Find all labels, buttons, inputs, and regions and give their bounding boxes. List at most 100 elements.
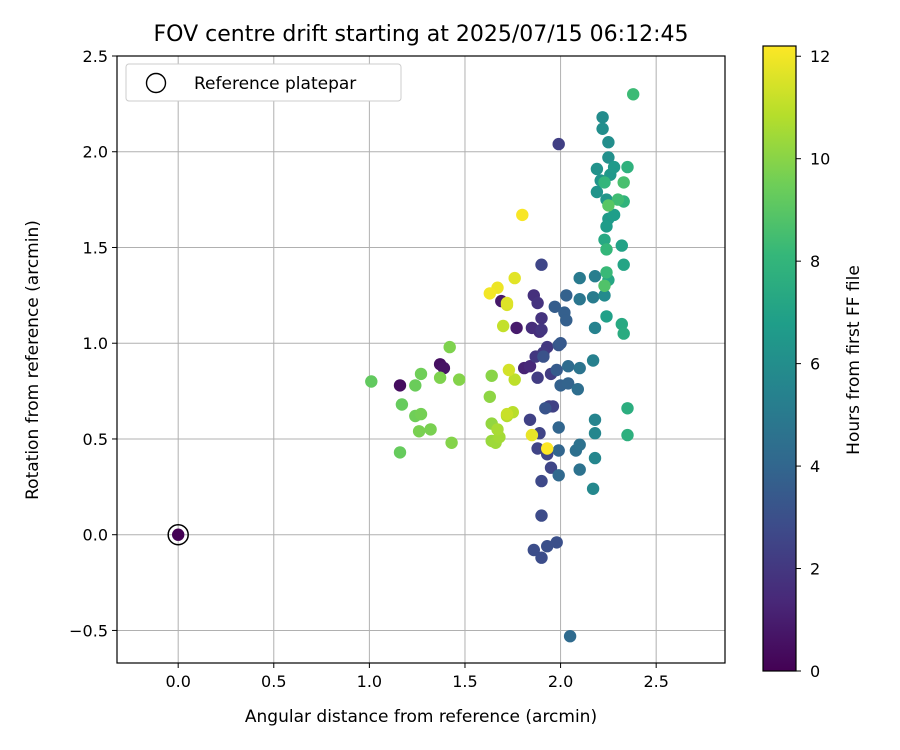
data-point [523,413,537,426]
x-tick-label: 0.5 [261,672,286,691]
data-point [483,287,496,300]
colorbar-tick-label: 0 [810,662,820,681]
data-point [562,377,575,390]
data-point [586,291,600,304]
data-point [424,423,437,436]
data-point [571,383,584,396]
data-point [602,199,615,212]
colorbar-tick-label: 10 [810,150,830,169]
data-point [615,317,628,331]
data-point [621,402,634,415]
data-point [627,88,640,101]
data-point [586,482,600,495]
data-point [598,279,611,292]
y-axis-label: Rotation from reference (arcmin) [23,220,43,500]
reference-ring [167,523,189,546]
data-point [537,350,550,363]
data-point [552,421,565,434]
reference-point [171,528,185,541]
data-point [598,233,611,246]
data-point [562,360,575,373]
data-point [617,258,630,271]
data-point [535,474,548,488]
data-point [588,321,602,335]
data-point [590,185,604,199]
data-point [550,536,563,549]
data-point [395,398,409,411]
data-point [502,363,516,377]
data-point [588,270,602,283]
chart-title: FOV centre drift starting at 2025/07/15 … [154,22,689,47]
data-point [573,293,586,306]
grid-lines [117,55,725,663]
x-tick-label: 0.0 [165,672,190,691]
data-point [535,509,548,522]
data-points [365,88,640,643]
data-point [409,379,422,392]
data-point [560,289,573,302]
data-point [531,296,544,310]
data-point [453,373,466,386]
colorbar-tick-label: 6 [810,355,820,374]
data-point [573,438,586,451]
data-point [508,373,521,386]
data-point [508,271,521,285]
data-point [531,371,544,384]
data-point [596,111,609,124]
data-point [554,337,567,350]
data-point [552,137,565,151]
data-point [548,300,561,313]
x-axis-ticks: 0.0 0.5 1.0 1.5 2.0 2.5 [165,663,669,691]
data-point [535,258,548,271]
y-tick-label: −0.5 [69,621,108,640]
plot-frame [116,55,726,664]
data-point [552,469,565,482]
data-point [414,367,428,381]
data-point [541,540,554,553]
data-point [365,375,378,388]
data-point [621,160,634,174]
data-point [607,160,621,174]
y-tick-label: 0.0 [83,526,108,545]
data-point [600,266,613,279]
y-tick-label: 2.0 [83,143,108,162]
x-tick-label: 1.5 [452,672,477,691]
colorbar-gradient [762,45,797,672]
legend-marker-icon [145,72,167,94]
y-axis-ticks: −0.5 0.0 0.5 1.0 1.5 2.0 2.5 [69,47,117,640]
y-tick-label: 1.0 [83,334,108,353]
data-point [485,369,498,382]
data-point [491,423,504,436]
data-point [563,630,577,643]
x-tick-label: 1.0 [357,672,382,691]
data-point [621,428,634,442]
data-point [535,323,548,336]
data-point [600,310,613,323]
colorbar-tick-label: 4 [810,457,820,476]
y-tick-label: 2.5 [83,47,108,66]
data-point [535,312,548,325]
data-point [541,442,554,455]
data-point [588,413,602,426]
data-point [602,151,615,164]
data-point [497,319,510,333]
data-point [445,436,458,449]
legend-label: Reference platepar [194,74,356,94]
data-point [393,379,407,392]
data-point [617,176,630,189]
reference-marker [167,523,189,546]
y-tick-label: 1.5 [83,238,108,257]
y-tick-label: 0.5 [83,430,108,449]
data-point [531,442,544,455]
data-point [586,354,600,367]
data-point [393,446,407,459]
data-point [525,428,539,442]
data-point [443,340,456,354]
data-point [527,543,540,557]
data-point [412,425,426,438]
data-point [590,162,604,176]
legend: Reference platepar [125,63,402,102]
data-point [535,551,548,564]
x-tick-label: 2.5 [643,672,668,691]
data-point [483,390,496,403]
